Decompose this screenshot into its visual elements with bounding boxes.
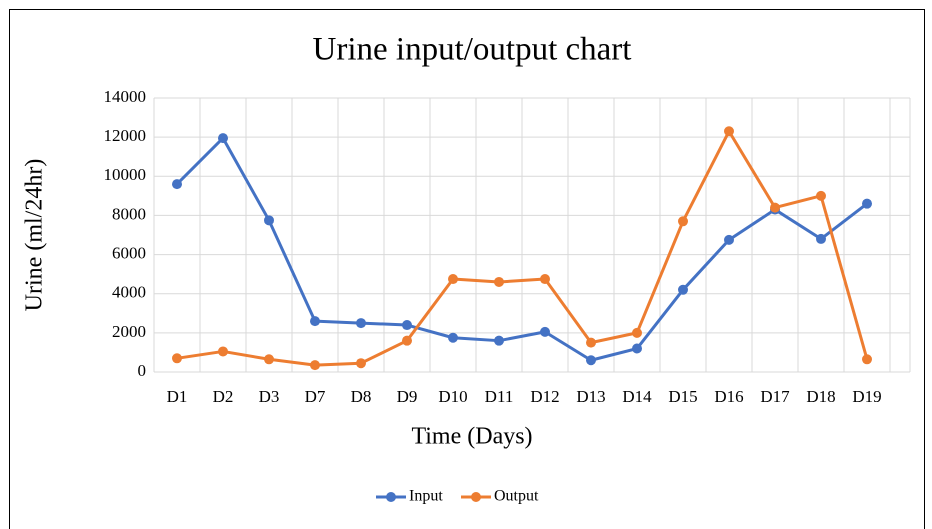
data-point bbox=[448, 332, 458, 343]
y-tick-label: 14000 bbox=[104, 87, 147, 106]
data-point bbox=[816, 233, 826, 244]
data-point bbox=[540, 326, 550, 337]
data-point bbox=[862, 354, 872, 365]
legend-marker bbox=[471, 492, 481, 502]
data-point bbox=[494, 276, 504, 287]
y-tick-label: 12000 bbox=[104, 126, 147, 145]
y-axis-label: Urine (ml/24hr) bbox=[22, 159, 48, 312]
x-tick-label: D13 bbox=[576, 387, 605, 406]
y-tick-label: 0 bbox=[138, 361, 147, 380]
x-tick-label: D9 bbox=[397, 387, 418, 406]
data-point bbox=[218, 346, 228, 357]
y-tick-label: 10000 bbox=[104, 165, 147, 184]
y-tick-label: 4000 bbox=[112, 283, 146, 302]
data-point bbox=[264, 215, 274, 226]
x-tick-label: D8 bbox=[351, 387, 372, 406]
y-tick-label: 2000 bbox=[112, 322, 146, 341]
data-point bbox=[172, 353, 182, 364]
x-tick-label: D15 bbox=[668, 387, 697, 406]
data-point bbox=[586, 355, 596, 366]
x-tick-label: D17 bbox=[760, 387, 790, 406]
data-point bbox=[172, 179, 182, 190]
data-point bbox=[632, 343, 642, 354]
x-tick-label: D1 bbox=[167, 387, 188, 406]
data-point bbox=[586, 337, 596, 348]
legend-marker bbox=[386, 492, 396, 502]
data-point bbox=[310, 360, 320, 371]
data-point bbox=[632, 327, 642, 338]
y-tick-label: 6000 bbox=[112, 243, 146, 262]
x-tick-label: D7 bbox=[305, 387, 326, 406]
x-tick-label: D11 bbox=[485, 387, 514, 406]
data-point bbox=[540, 274, 550, 285]
data-point bbox=[770, 202, 780, 213]
legend-label: Output bbox=[494, 488, 539, 505]
data-point bbox=[494, 335, 504, 346]
x-axis-label: Time (Days) bbox=[411, 424, 532, 450]
data-point bbox=[448, 274, 458, 285]
chart-frame bbox=[9, 9, 925, 529]
data-point bbox=[816, 190, 826, 201]
y-tick-label: 8000 bbox=[112, 204, 146, 223]
data-point bbox=[356, 318, 366, 329]
data-point bbox=[678, 216, 688, 227]
x-tick-label: D2 bbox=[213, 387, 234, 406]
x-tick-label: D12 bbox=[530, 387, 559, 406]
series-line bbox=[175, 136, 868, 362]
data-point bbox=[724, 234, 734, 245]
data-point bbox=[678, 284, 688, 295]
x-tick-label: D3 bbox=[259, 387, 280, 406]
x-tick-label: D18 bbox=[806, 387, 835, 406]
data-point bbox=[402, 320, 412, 331]
x-tick-label: D14 bbox=[622, 387, 652, 406]
chart-title: Urine input/output chart bbox=[313, 32, 632, 68]
legend-label: Input bbox=[409, 488, 443, 505]
x-tick-label: D10 bbox=[438, 387, 467, 406]
x-tick-label: D19 bbox=[852, 387, 881, 406]
series-line bbox=[176, 129, 869, 367]
data-point bbox=[310, 316, 320, 327]
data-point bbox=[218, 133, 228, 144]
x-tick-label: D16 bbox=[714, 387, 743, 406]
data-point bbox=[356, 358, 366, 369]
data-point bbox=[264, 354, 274, 365]
data-point bbox=[402, 335, 412, 346]
data-point bbox=[862, 198, 872, 209]
data-point bbox=[724, 126, 734, 137]
